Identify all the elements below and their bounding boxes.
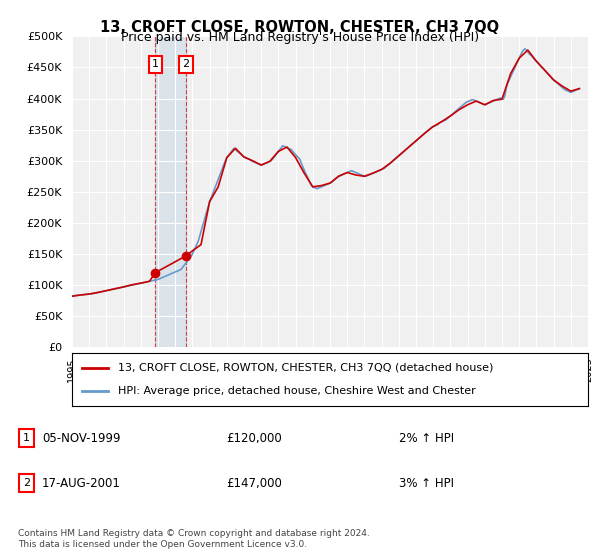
Text: 17-AUG-2001: 17-AUG-2001 (41, 477, 121, 489)
Text: 13, CROFT CLOSE, ROWTON, CHESTER, CH3 7QQ: 13, CROFT CLOSE, ROWTON, CHESTER, CH3 7Q… (100, 20, 500, 35)
Text: 13, CROFT CLOSE, ROWTON, CHESTER, CH3 7QQ (detached house): 13, CROFT CLOSE, ROWTON, CHESTER, CH3 7Q… (118, 363, 494, 373)
Text: 3% ↑ HPI: 3% ↑ HPI (399, 477, 454, 489)
Text: 1: 1 (152, 59, 159, 69)
Text: HPI: Average price, detached house, Cheshire West and Chester: HPI: Average price, detached house, Ches… (118, 386, 476, 396)
Bar (155, 36, 186, 347)
Text: £120,000: £120,000 (226, 432, 282, 445)
Text: Price paid vs. HM Land Registry's House Price Index (HPI): Price paid vs. HM Land Registry's House … (121, 31, 479, 44)
Text: 2: 2 (182, 59, 190, 69)
Text: 1: 1 (23, 433, 30, 443)
Text: £147,000: £147,000 (226, 477, 282, 489)
Text: 05-NOV-1999: 05-NOV-1999 (42, 432, 121, 445)
Text: Contains HM Land Registry data © Crown copyright and database right 2024.
This d: Contains HM Land Registry data © Crown c… (18, 529, 370, 549)
Text: 2: 2 (23, 478, 30, 488)
Text: 2% ↑ HPI: 2% ↑ HPI (399, 432, 454, 445)
